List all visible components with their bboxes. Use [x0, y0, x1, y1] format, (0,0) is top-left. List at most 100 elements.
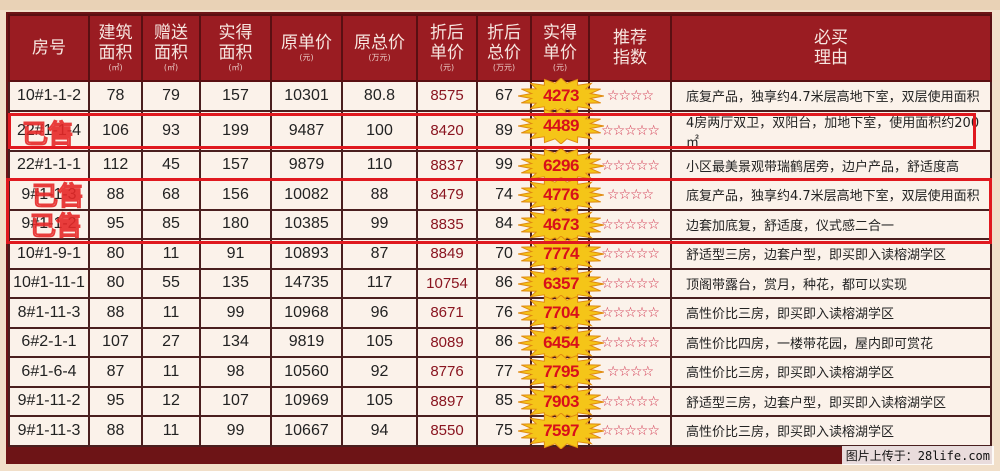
cell-orig-unit-price: 10560 [270, 356, 343, 388]
cell-orig-unit-price: 9819 [270, 326, 343, 358]
header-disc-total-price: 折后总价 (万元) [476, 14, 532, 82]
header-label: 赠送面积 [154, 23, 188, 63]
cell-real-unit-price: 4489 [518, 107, 604, 152]
real-unit-price-value: 6454 [543, 332, 579, 352]
header-orig-total-price: 原总价 (万元) [341, 14, 418, 82]
header-unit: (㎡) [108, 63, 123, 72]
cell-orig-unit-price: 14735 [270, 267, 343, 299]
cell-orig-total-price: 105 [341, 326, 418, 358]
cell-room: 8#1-11-3 [8, 297, 90, 329]
header-label: 推荐指数 [613, 28, 647, 68]
cell-build-area: 88 [88, 415, 143, 447]
cell-reason: 舒适型三房，边套户型，即买即入读榕湖学区 [670, 385, 992, 417]
cell-disc-unit-price: 8550 [416, 415, 478, 447]
cell-orig-unit-price: 10082 [270, 179, 343, 211]
cell-build-area: 95 [88, 385, 143, 417]
real-unit-price-value: 6296 [543, 155, 579, 175]
cell-gift-area: 11 [141, 238, 201, 270]
cell-orig-unit-price: 10301 [270, 80, 343, 112]
header-rating: 推荐指数 [588, 14, 672, 82]
cell-rating: ☆☆☆☆☆ [588, 267, 672, 299]
cell-real-unit-price: 4673 [518, 206, 604, 243]
cell-gift-area: 11 [141, 297, 201, 329]
cell-disc-unit-price: 8089 [416, 326, 478, 358]
header-unit: (元) [552, 63, 568, 72]
cell-orig-unit-price: 10968 [270, 297, 343, 329]
cell-room: 22#1-1-1 [8, 149, 90, 181]
header-unit: (万元) [368, 53, 391, 62]
cell-real-unit-price: 7774 [518, 236, 604, 272]
header-label: 原总价 [354, 33, 405, 53]
cell-disc-total-price: 89 [476, 109, 532, 152]
cell-build-area: 87 [88, 356, 143, 388]
cell-reason: 4房两厅双卫，双阳台，加地下室，使用面积约200㎡ [670, 109, 992, 152]
cell-disc-unit-price: 8835 [416, 208, 478, 240]
real-unit-price-value: 7774 [543, 244, 579, 263]
cell-actual-area: 107 [199, 385, 272, 417]
cell-orig-unit-price: 9879 [270, 149, 343, 181]
cell-actual-area: 199 [199, 109, 272, 152]
header-label: 房号 [32, 38, 66, 58]
cell-real-unit-price: 6454 [518, 324, 604, 361]
cell-real-unit-price: 7795 [518, 354, 604, 390]
table-row: 8#1-11-3 88 11 99 10968 96 8671 76 7704 ☆☆☆☆☆ 高性价比… [8, 295, 992, 331]
cell-real-unit-price: 7704 [518, 295, 604, 331]
table-row: 9#1-11-3 88 11 99 10667 94 8550 75 7597 ☆☆☆☆☆ 高性价比… [8, 413, 992, 449]
header-disc-unit-price: 折后单价 (元) [416, 14, 478, 82]
burst-icon [518, 107, 604, 144]
cell-orig-total-price: 99 [341, 208, 418, 240]
real-unit-price-value: 4673 [543, 214, 579, 234]
cell-disc-unit-price: 8837 [416, 149, 478, 181]
cell-gift-area: 55 [141, 267, 201, 299]
cell-actual-area: 157 [199, 149, 272, 181]
cell-orig-unit-price: 10969 [270, 385, 343, 417]
cell-orig-total-price: 80.8 [341, 80, 418, 112]
cell-room: 6#1-6-4 [8, 356, 90, 388]
cell-room: 9#1-11-2 [8, 385, 90, 417]
cell-orig-total-price: 87 [341, 238, 418, 270]
table-row: 10#1-9-1 80 11 91 10893 87 8849 70 7774 ☆☆☆☆☆ 舒适型三… [8, 236, 992, 272]
cell-actual-area: 91 [199, 238, 272, 270]
header-real-unit-price: 实得单价 (元) [530, 14, 590, 82]
real-unit-price-value: 4273 [543, 86, 579, 105]
cell-reason: 顶阁带露台，赏月，种花，都可以实现 [670, 267, 992, 299]
header-build-area: 建筑面积 (㎡) [88, 14, 143, 82]
header-unit: (㎡) [228, 63, 243, 72]
header-label: 原单价 [281, 33, 332, 53]
cell-gift-area: 12 [141, 385, 201, 417]
cell-orig-total-price: 96 [341, 297, 418, 329]
header-orig-unit-price: 原单价 (元) [270, 14, 343, 82]
cell-reason: 高性价比三房，即买即入读榕湖学区 [670, 356, 992, 388]
cell-gift-area: 68 [141, 179, 201, 211]
header-label: 实得面积 [218, 23, 253, 63]
cell-room: 9#1-1-3 [8, 179, 90, 211]
header-label: 折后总价 [487, 23, 521, 63]
cell-real-unit-price: 7597 [518, 413, 604, 449]
cell-real-unit-price: 7903 [518, 383, 604, 420]
cell-orig-total-price: 94 [341, 415, 418, 447]
cell-room: 10#1-9-1 [8, 238, 90, 270]
header-reason: 必买理由 [670, 14, 992, 82]
cell-reason: 边套加底复，舒适度，仪式感二合一 [670, 208, 992, 240]
header-unit: (㎡) [163, 63, 179, 72]
cell-rating: ☆☆☆☆☆ [588, 109, 672, 152]
cell-orig-unit-price: 10667 [270, 415, 343, 447]
cell-room: 10#1-11-1 [8, 267, 90, 299]
watermark: 图片上传于：28life.com [841, 446, 994, 465]
real-unit-price-value: 7704 [543, 303, 579, 322]
cell-gift-area: 11 [141, 356, 201, 388]
cell-reason: 舒适型三房，边套户型，即买即入读榕湖学区 [670, 238, 992, 270]
header-gift-area: 赠送面积 (㎡) [141, 14, 201, 82]
header-actual-area: 实得面积 (㎡) [199, 14, 272, 82]
header-row: 房号 建筑面积 (㎡) 赠送面积 (㎡) 实得面积 (㎡) 原单价 (元) 原总价 (万元) 折后单价… [8, 14, 992, 82]
cell-reason: 高性价比三房，即买即入读榕湖学区 [670, 297, 992, 329]
header-label: 必买理由 [814, 28, 848, 68]
cell-real-unit-price: 4273 [518, 78, 604, 114]
cell-actual-area: 98 [199, 356, 272, 388]
header-room: 房号 [8, 14, 90, 82]
cell-build-area: 80 [88, 238, 143, 270]
cell-rating: ☆☆☆☆ [588, 356, 672, 388]
cell-orig-total-price: 88 [341, 179, 418, 211]
cell-reason: 底复产品，独享约4.7米层高地下室，双层使用面积 [670, 80, 992, 112]
cell-build-area: 95 [88, 208, 143, 240]
